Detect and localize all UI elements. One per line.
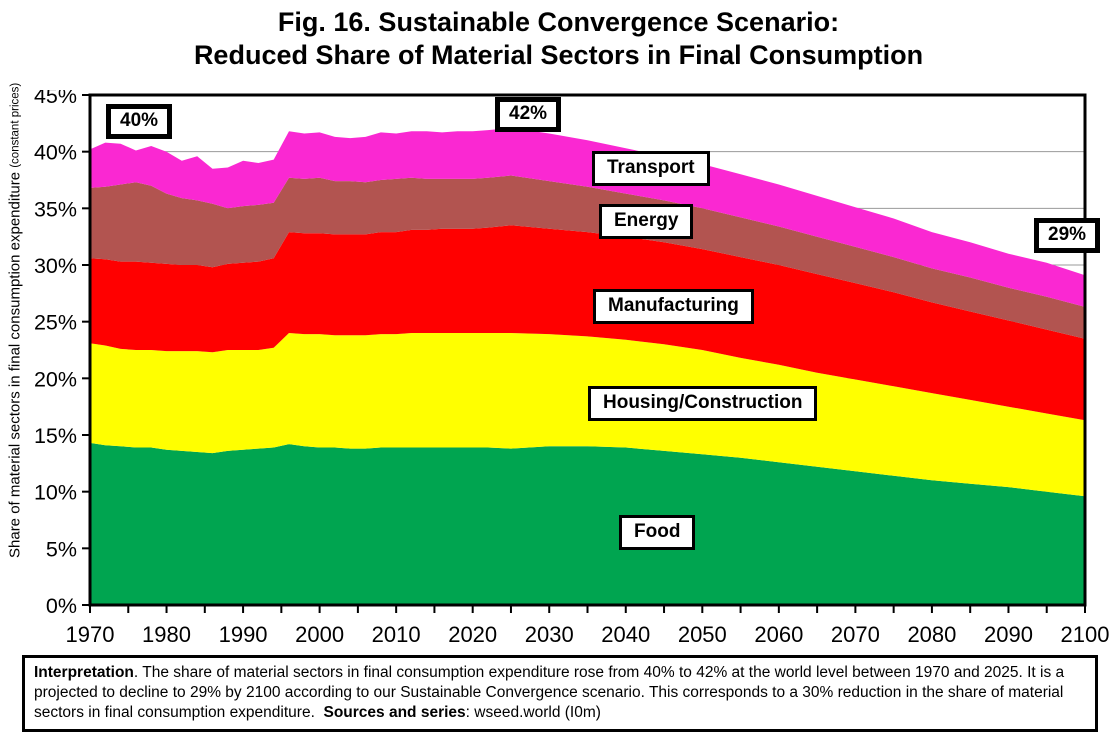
y-tick-label-20%: 20% (34, 367, 77, 391)
y-tick-label-40%: 40% (34, 141, 77, 165)
x-tick-label-1980: 1980 (142, 622, 191, 647)
caption-body: . The share of material sectors in final… (34, 664, 1065, 721)
x-tick-label-2100: 2100 (1061, 622, 1110, 647)
chart-title-line1: Fig. 16. Sustainable Convergence Scenari… (277, 7, 840, 37)
series-label-housing-construction: Housing/Construction (588, 386, 818, 421)
chart-title-line2: Reduced Share of Material Sectors in Fin… (193, 40, 924, 70)
x-tick-label-2050: 2050 (678, 622, 727, 647)
annotation-2100-29pct: 29% (1034, 218, 1101, 253)
x-tick-label-2020: 2020 (448, 622, 497, 647)
y-tick-label-25%: 25% (34, 311, 77, 335)
x-tick-label-2080: 2080 (907, 622, 956, 647)
y-tick-label-10%: 10% (34, 481, 77, 505)
caption-interpretation-label: Interpretation (34, 664, 134, 681)
y-tick-label-15%: 15% (34, 424, 77, 448)
annotation-2025-42pct: 42% (495, 97, 562, 132)
y-axis-label: Share of material sectors in final consu… (0, 30, 30, 610)
caption-sources-text: : wseed.world (I0m) (465, 704, 601, 721)
area-transport (90, 127, 1085, 307)
stacked-area-plot: 45% 40% 35% 30% 25% 20% 15% 10% 5% 0% 1970 1980 1990… (34, 90, 1110, 647)
x-tick-label-2070: 2070 (831, 622, 880, 647)
x-tick-label-2000: 2000 (295, 622, 344, 647)
y-axis-label-text: Share of material sectors in final consu… (6, 82, 24, 558)
interpretation-caption: Interpretation. The share of material se… (22, 655, 1098, 732)
area-manufacturing (90, 225, 1085, 421)
x-tick-label-1970: 1970 (66, 622, 115, 647)
y-tick-label-30%: 30% (34, 254, 77, 278)
x-tick-label-2060: 2060 (754, 622, 803, 647)
x-tick-label-2010: 2010 (372, 622, 421, 647)
series-label-manufacturing: Manufacturing (593, 289, 754, 324)
y-tick-label-5%: 5% (46, 537, 77, 561)
y-tick-label-0%: 0% (46, 594, 77, 618)
x-tick-label-2030: 2030 (525, 622, 574, 647)
series-label-transport: Transport (592, 151, 710, 186)
area-energy (90, 175, 1085, 339)
chart-title: Fig. 16. Sustainable Convergence Scenari… (0, 6, 1117, 72)
y-axis-label-units: (constant prices) (9, 82, 22, 168)
area-housing-construction (90, 333, 1085, 497)
x-tick-label-2090: 2090 (984, 622, 1033, 647)
annotation-1970-40pct: 40% (106, 104, 173, 139)
area-food (90, 442, 1085, 605)
x-tick-label-2040: 2040 (601, 622, 650, 647)
y-tick-label-45%: 45% (34, 90, 77, 108)
series-label-food: Food (619, 515, 696, 550)
x-tick-label-1990: 1990 (219, 622, 268, 647)
caption-sources-label: Sources and series (323, 704, 466, 721)
y-tick-label-35%: 35% (34, 197, 77, 221)
series-label-energy: Energy (599, 204, 694, 239)
